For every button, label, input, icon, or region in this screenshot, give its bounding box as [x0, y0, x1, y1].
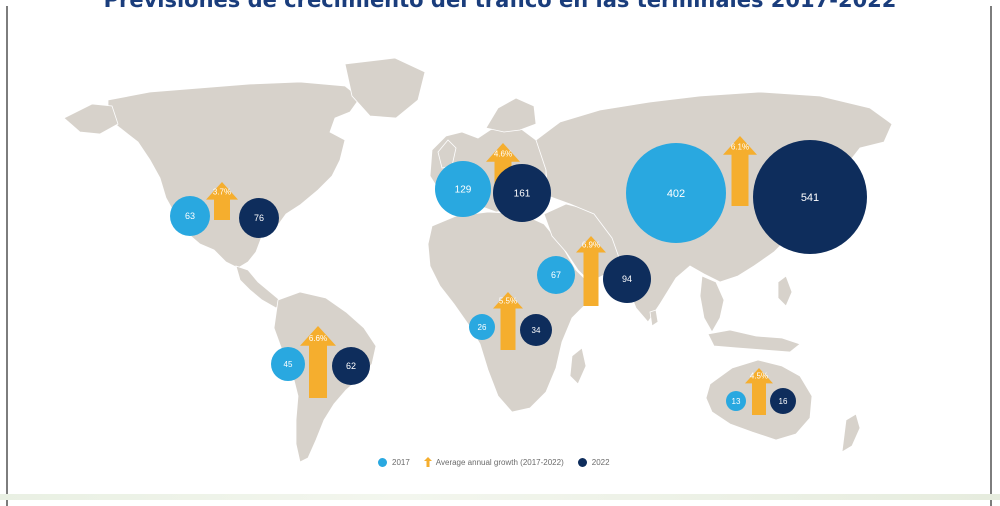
circle-2022	[520, 314, 552, 346]
value-2017: 13	[732, 397, 741, 406]
circle-2022	[603, 255, 651, 303]
value-2017: 402	[667, 188, 685, 200]
circle-2017	[469, 314, 495, 340]
region-markers: 3.7% 63 76 6.6% 45 62 4.6% 129 161 5.5% 26 34 6.9% 67…	[170, 136, 867, 415]
circle-2022	[753, 140, 867, 254]
region-group: 4.6% 129 161	[435, 143, 551, 222]
value-2022: 34	[532, 326, 541, 335]
growth-arrow	[723, 136, 757, 206]
value-2017: 63	[185, 211, 195, 221]
legend-arrow-icon	[423, 457, 432, 467]
circle-2022	[332, 347, 370, 385]
bottom-strip	[0, 494, 1000, 500]
growth-arrow	[745, 368, 773, 415]
legend-item-2017: 2017	[378, 457, 410, 467]
land-north-america	[107, 81, 361, 269]
growth-label: 4.6%	[494, 150, 512, 159]
value-2022: 16	[779, 397, 788, 406]
land-scandinavia	[485, 97, 537, 133]
land-alaska	[63, 103, 119, 135]
land-central-america	[235, 265, 283, 309]
land-british-isles	[437, 139, 457, 169]
circle-2017	[170, 196, 210, 236]
value-2022: 161	[514, 189, 531, 200]
map-legend: 2017 Average annual growth (2017-2022) 2…	[378, 452, 624, 472]
region-group: 6.9% 67 94	[537, 236, 651, 306]
figure-frame	[6, 6, 992, 506]
legend-dot-2017-icon	[378, 457, 387, 467]
region-group: 4.5% 13 16	[726, 368, 796, 415]
growth-arrow	[493, 292, 523, 350]
region-group: 3.7% 63 76	[170, 182, 279, 238]
growth-label: 6.6%	[309, 334, 327, 343]
circle-2017	[726, 391, 746, 411]
circle-2017	[271, 347, 305, 381]
land-masses	[63, 57, 893, 463]
legend-item-growth: Average annual growth (2017-2022)	[423, 457, 564, 467]
circle-2017	[435, 161, 491, 217]
legend-label-2017: 2017	[392, 457, 410, 467]
region-group: 5.5% 26 34	[469, 292, 552, 350]
circle-2017	[537, 256, 575, 294]
value-2017: 67	[551, 270, 561, 280]
land-indonesia	[707, 329, 801, 353]
land-greenland	[344, 57, 426, 119]
growth-label: 3.7%	[213, 188, 231, 197]
legend-item-2022: 2022	[577, 457, 610, 467]
value-2022: 541	[801, 192, 819, 204]
value-2017: 26	[478, 323, 487, 332]
legend-label-2022: 2022	[591, 457, 610, 467]
legend-dot-2022-icon	[577, 457, 587, 467]
land-new-zealand	[841, 413, 861, 453]
map-title: Previsiones de crecimiento del tráfico e…	[103, 0, 897, 12]
value-2017: 129	[455, 185, 472, 196]
region-group: 6.1% 402 541	[626, 136, 867, 254]
value-2022: 62	[346, 361, 356, 371]
land-philippines	[777, 275, 793, 307]
land-sri-lanka	[649, 309, 659, 327]
legend-label-growth: Average annual growth (2017-2022)	[435, 457, 564, 467]
circle-2022	[239, 198, 279, 238]
circle-2017	[626, 143, 726, 243]
growth-arrow	[300, 326, 336, 398]
growth-arrow	[576, 236, 606, 306]
circle-2022	[770, 388, 796, 414]
region-group: 6.6% 45 62	[271, 326, 370, 398]
growth-label: 4.5%	[750, 371, 768, 380]
value-2022: 76	[254, 213, 264, 223]
growth-label: 5.5%	[499, 297, 517, 306]
growth-label: 6.1%	[731, 143, 749, 152]
growth-label: 6.9%	[582, 241, 600, 250]
value-2017: 45	[284, 360, 293, 369]
land-madagascar	[569, 347, 587, 385]
land-southeast-asia	[699, 275, 725, 333]
circle-2022	[493, 164, 551, 222]
growth-arrow	[206, 182, 238, 220]
value-2022: 94	[622, 274, 632, 284]
